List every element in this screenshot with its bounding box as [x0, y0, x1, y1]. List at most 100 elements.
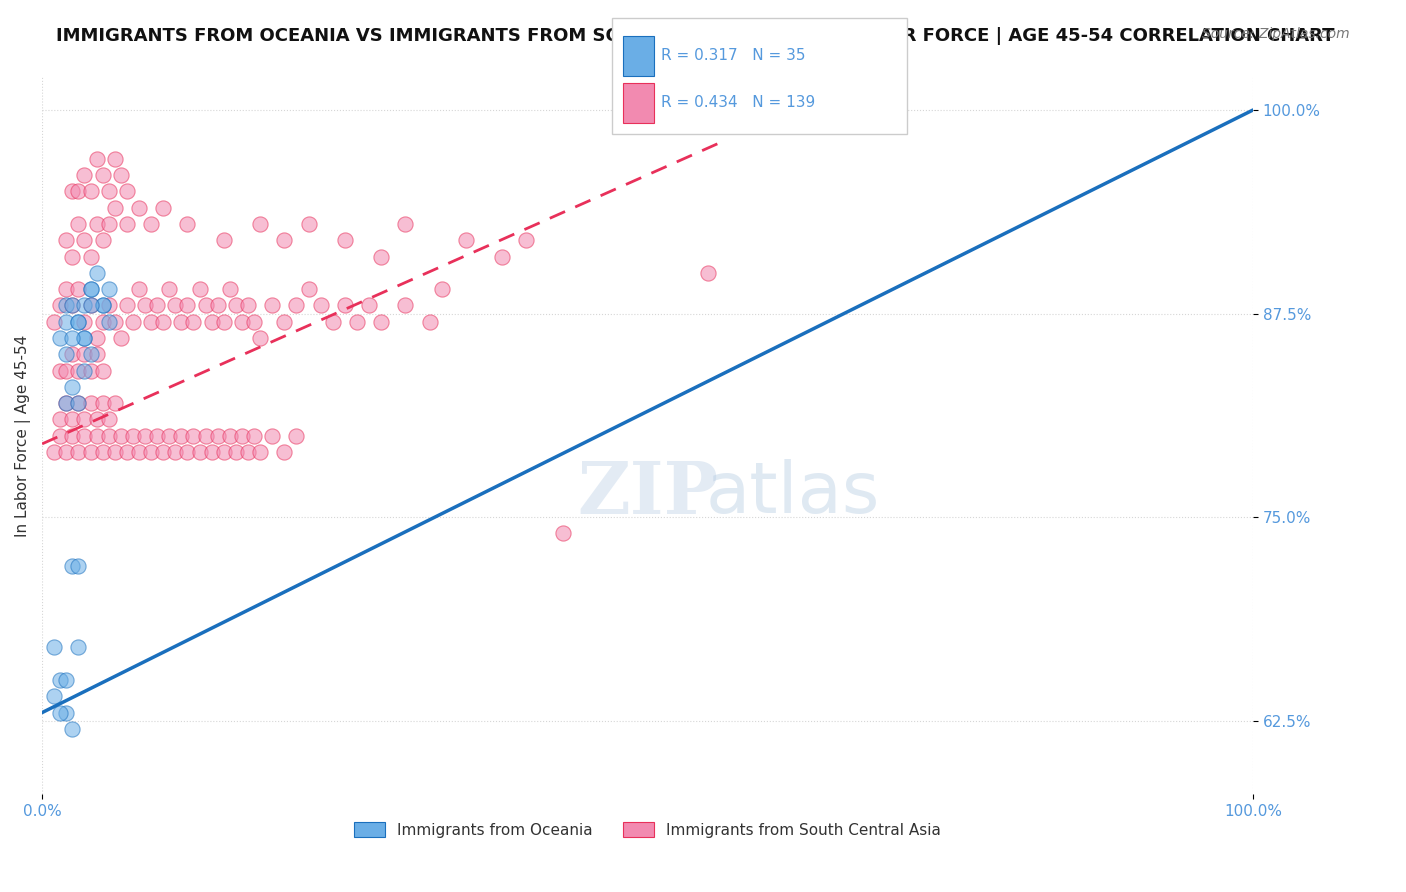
Point: [91, 233, 114, 247]
Point: [60, 722, 83, 736]
Point: [44, 445, 66, 459]
Point: [110, 428, 132, 442]
Point: [212, 233, 235, 247]
Text: R = 0.434   N = 139: R = 0.434 N = 139: [661, 95, 815, 110]
Point: [218, 282, 240, 296]
Point: [79, 347, 101, 361]
Point: [212, 445, 235, 459]
Point: [201, 445, 224, 459]
Text: Source: ZipAtlas.com: Source: ZipAtlas.com: [1202, 27, 1350, 41]
Point: [285, 298, 308, 312]
Point: [97, 428, 120, 442]
Point: [73, 363, 96, 377]
Point: [157, 282, 180, 296]
Point: [60, 298, 83, 312]
Point: [79, 250, 101, 264]
Point: [67, 282, 90, 296]
Point: [60, 380, 83, 394]
Point: [60, 412, 83, 426]
Point: [273, 233, 295, 247]
Point: [97, 298, 120, 312]
Point: [49, 428, 72, 442]
Point: [97, 282, 120, 296]
Point: [73, 347, 96, 361]
Point: [73, 412, 96, 426]
Point: [60, 559, 83, 574]
Point: [60, 185, 83, 199]
Point: [322, 315, 344, 329]
Point: [243, 315, 266, 329]
Point: [170, 315, 193, 329]
Point: [79, 298, 101, 312]
Point: [67, 445, 90, 459]
Point: [86, 428, 108, 442]
Point: [346, 315, 368, 329]
Point: [491, 250, 513, 264]
Point: [419, 315, 441, 329]
Point: [86, 347, 108, 361]
Point: [285, 428, 308, 442]
Point: [370, 315, 392, 329]
Point: [79, 396, 101, 410]
Point: [60, 331, 83, 345]
Point: [79, 282, 101, 296]
Point: [115, 185, 138, 199]
Point: [55, 706, 77, 720]
Point: [194, 428, 217, 442]
Point: [55, 445, 77, 459]
Point: [134, 298, 156, 312]
Point: [55, 315, 77, 329]
Text: IMMIGRANTS FROM OCEANIA VS IMMIGRANTS FROM SOUTH CENTRAL ASIA IN LABOR FORCE | A: IMMIGRANTS FROM OCEANIA VS IMMIGRANTS FR…: [56, 27, 1334, 45]
Point: [128, 201, 150, 215]
Point: [430, 282, 453, 296]
Point: [49, 363, 72, 377]
Point: [86, 217, 108, 231]
Point: [67, 363, 90, 377]
Point: [79, 363, 101, 377]
Point: [67, 640, 90, 655]
Point: [370, 250, 392, 264]
Point: [146, 298, 169, 312]
Point: [146, 428, 169, 442]
Point: [139, 217, 162, 231]
Point: [73, 331, 96, 345]
Point: [309, 298, 332, 312]
Point: [225, 445, 247, 459]
Point: [97, 412, 120, 426]
Point: [454, 233, 477, 247]
Point: [49, 331, 72, 345]
Point: [104, 152, 127, 166]
Point: [97, 185, 120, 199]
Point: [394, 217, 416, 231]
Point: [176, 298, 198, 312]
Point: [176, 217, 198, 231]
Point: [79, 282, 101, 296]
Point: [297, 282, 319, 296]
Point: [86, 266, 108, 280]
Text: R = 0.317   N = 35: R = 0.317 N = 35: [661, 48, 806, 62]
Point: [262, 428, 284, 442]
Point: [67, 396, 90, 410]
Point: [91, 445, 114, 459]
Point: [333, 233, 356, 247]
Point: [73, 315, 96, 329]
Point: [262, 298, 284, 312]
Point: [212, 315, 235, 329]
Point: [128, 445, 150, 459]
Point: [91, 396, 114, 410]
Y-axis label: In Labor Force | Age 45-54: In Labor Force | Age 45-54: [15, 334, 31, 537]
Point: [55, 363, 77, 377]
Point: [55, 396, 77, 410]
Point: [73, 331, 96, 345]
Point: [67, 315, 90, 329]
Point: [67, 315, 90, 329]
Point: [333, 298, 356, 312]
Point: [67, 396, 90, 410]
Point: [165, 445, 187, 459]
Point: [49, 706, 72, 720]
Point: [60, 428, 83, 442]
Point: [104, 445, 127, 459]
Point: [152, 315, 174, 329]
Point: [44, 315, 66, 329]
Point: [273, 315, 295, 329]
